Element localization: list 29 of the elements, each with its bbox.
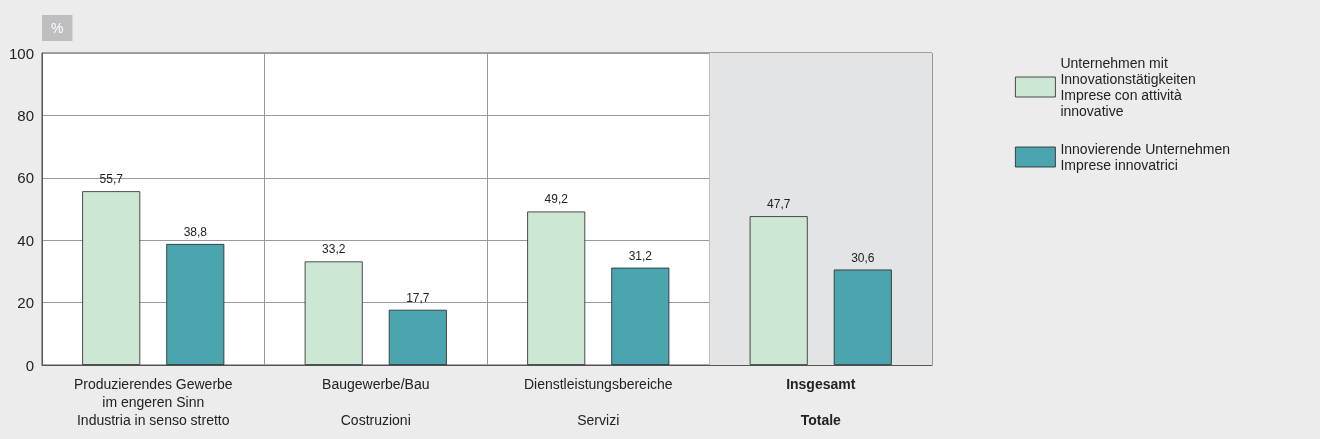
- bar: [388, 309, 447, 365]
- data-label: 30,6: [851, 250, 875, 265]
- x-tick-label: Produzierendes Gewerbe im engeren Sinn Industria in senso stretto: [73, 376, 233, 428]
- data-label: 17,7: [406, 290, 430, 305]
- legend-label: Unternehmen mit Innovationstätigkeiten Imprese con attività innovative: [1060, 55, 1200, 119]
- data-label: 31,2: [628, 248, 653, 263]
- data-label: 38,8: [183, 224, 208, 239]
- y-tick-label: 40: [17, 231, 34, 249]
- data-label: 47,7: [767, 197, 791, 212]
- legend-label: Innovierende Unternehmen Imprese innovatrici: [1060, 141, 1234, 173]
- y-tick-label: 0: [25, 356, 34, 374]
- category-label: Insgesamt Totale: [786, 376, 856, 428]
- bar: [833, 269, 892, 365]
- y-tick-label: 20: [17, 294, 34, 312]
- data-label: 49,2: [544, 192, 569, 207]
- data-label: 55,7: [99, 172, 124, 187]
- y-axis-title: %: [51, 20, 64, 36]
- category-label: Baugewerbe/Bau Costruzioni: [322, 376, 430, 428]
- bar: [82, 191, 141, 365]
- bar: [749, 216, 808, 365]
- y-tick-label: 100: [8, 44, 34, 62]
- bar: [527, 211, 586, 365]
- data-label: 33,2: [322, 242, 346, 257]
- bar: [304, 261, 363, 365]
- bar: [611, 267, 670, 365]
- bar: [166, 243, 225, 365]
- y-tick-label: 60: [17, 169, 34, 187]
- y-tick-label: 80: [17, 106, 34, 124]
- category-label: Dienstleistungsbereiche Servizi: [523, 376, 673, 428]
